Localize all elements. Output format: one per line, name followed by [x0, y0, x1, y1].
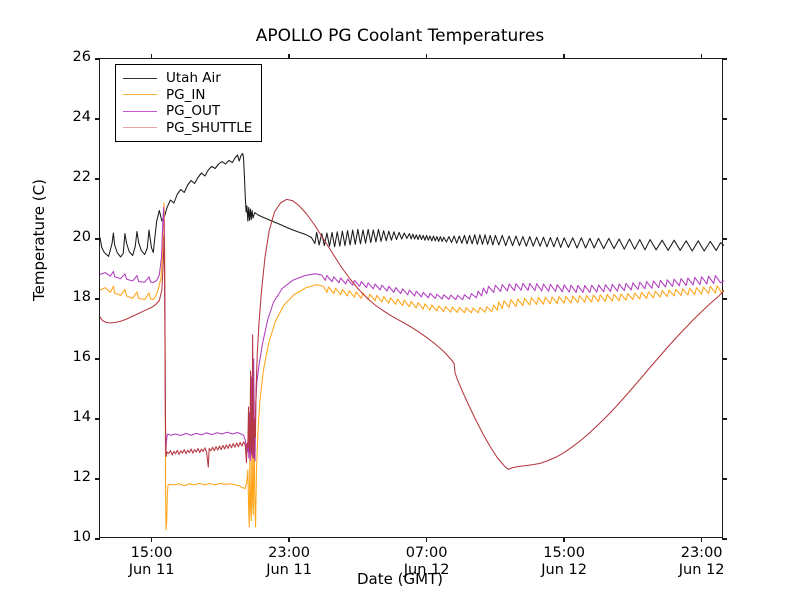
x-tick-mark: [150, 54, 153, 59]
y-tick-mark: [722, 178, 727, 180]
y-tick-mark: [95, 58, 100, 60]
y-tick-mark: [722, 418, 727, 420]
series-line-pg-shuttle: [100, 198, 724, 470]
legend-swatch: [123, 110, 157, 112]
y-tick-label: 14: [72, 409, 91, 425]
y-tick-label: 12: [72, 469, 91, 485]
legend-swatch: [123, 127, 157, 129]
y-tick-label: 26: [72, 49, 91, 65]
x-axis-label: Date (GMT): [356, 570, 444, 588]
x-tick-date: Jun 11: [128, 562, 175, 578]
y-tick-label: 16: [72, 349, 91, 365]
y-axis-label: Temperature (C): [30, 179, 48, 301]
series-line-pg-in: [100, 202, 724, 531]
x-tick-time: 23:00: [680, 545, 723, 561]
y-tick-mark: [722, 478, 727, 480]
x-tick-time: 15:00: [130, 545, 173, 561]
x-tick-time: 23:00: [268, 545, 310, 561]
x-tick-label: 23:00 Jun 12: [642, 545, 762, 579]
y-tick-mark: [95, 298, 100, 300]
y-tick-mark: [722, 298, 727, 300]
y-tick-mark: [722, 118, 727, 120]
x-tick-mark: [700, 537, 703, 542]
x-tick-mark: [150, 537, 153, 542]
x-tick-mark: [288, 54, 290, 59]
x-tick-date: Jun 12: [678, 562, 725, 578]
x-tick-label: 15:00 Jun 11: [92, 545, 212, 579]
x-tick-mark: [563, 537, 565, 542]
y-tick-label: 22: [72, 169, 91, 185]
series-line-pg-out: [100, 206, 724, 462]
legend-label: PG_IN: [166, 86, 206, 103]
y-tick-label: 10: [72, 529, 91, 545]
y-tick-label: 24: [72, 109, 91, 125]
y-tick-mark: [95, 238, 100, 240]
series-canvas: [100, 59, 724, 539]
x-tick-date: Jun 11: [266, 562, 312, 578]
x-tick-mark: [700, 54, 703, 59]
y-tick-mark: [95, 118, 100, 120]
x-tick-mark: [288, 537, 290, 542]
legend-swatch: [123, 77, 157, 79]
x-tick-mark: [425, 537, 428, 542]
legend-item-pg-out: PG_OUT: [123, 103, 252, 120]
legend-swatch: [123, 94, 157, 96]
y-tick-label: 20: [72, 229, 91, 245]
x-tick-time: 15:00: [543, 545, 586, 561]
y-tick-mark: [722, 538, 727, 540]
legend-item-pg-shuttle: PG_SHUTTLE: [123, 120, 252, 137]
series-line-utah-air: [100, 152, 724, 258]
legend-label: Utah Air: [166, 70, 221, 87]
x-tick-label: 15:00 Jun 12: [504, 545, 624, 579]
x-tick-mark: [425, 54, 428, 59]
x-tick-label: 23:00 Jun 11: [229, 545, 349, 579]
legend-label: PG_SHUTTLE: [166, 119, 253, 136]
chart-legend: Utah Air PG_IN PG_OUT PG_SHUTTLE: [115, 64, 263, 142]
x-tick-date: Jun 12: [541, 562, 587, 578]
y-tick-mark: [95, 538, 100, 540]
data-lines-svg: [100, 152, 724, 531]
y-tick-mark: [722, 238, 727, 240]
y-tick-label: 18: [72, 289, 91, 305]
y-tick-mark: [95, 358, 100, 360]
y-tick-mark: [95, 178, 100, 180]
y-tick-mark: [722, 358, 727, 360]
x-tick-date: Jun 12: [403, 562, 450, 578]
legend-item-utah-air: Utah Air: [123, 70, 252, 87]
chart-title: APOLLO PG Coolant Temperatures: [255, 26, 545, 46]
x-tick-label: 07:00 Jun 12: [367, 545, 487, 579]
x-tick-time: 07:00: [405, 545, 448, 561]
y-tick-mark: [722, 58, 727, 60]
y-tick-mark: [95, 478, 100, 480]
legend-label: PG_OUT: [166, 103, 221, 120]
y-tick-mark: [95, 418, 100, 420]
x-tick-mark: [563, 54, 565, 59]
legend-item-pg-in: PG_IN: [123, 87, 252, 104]
